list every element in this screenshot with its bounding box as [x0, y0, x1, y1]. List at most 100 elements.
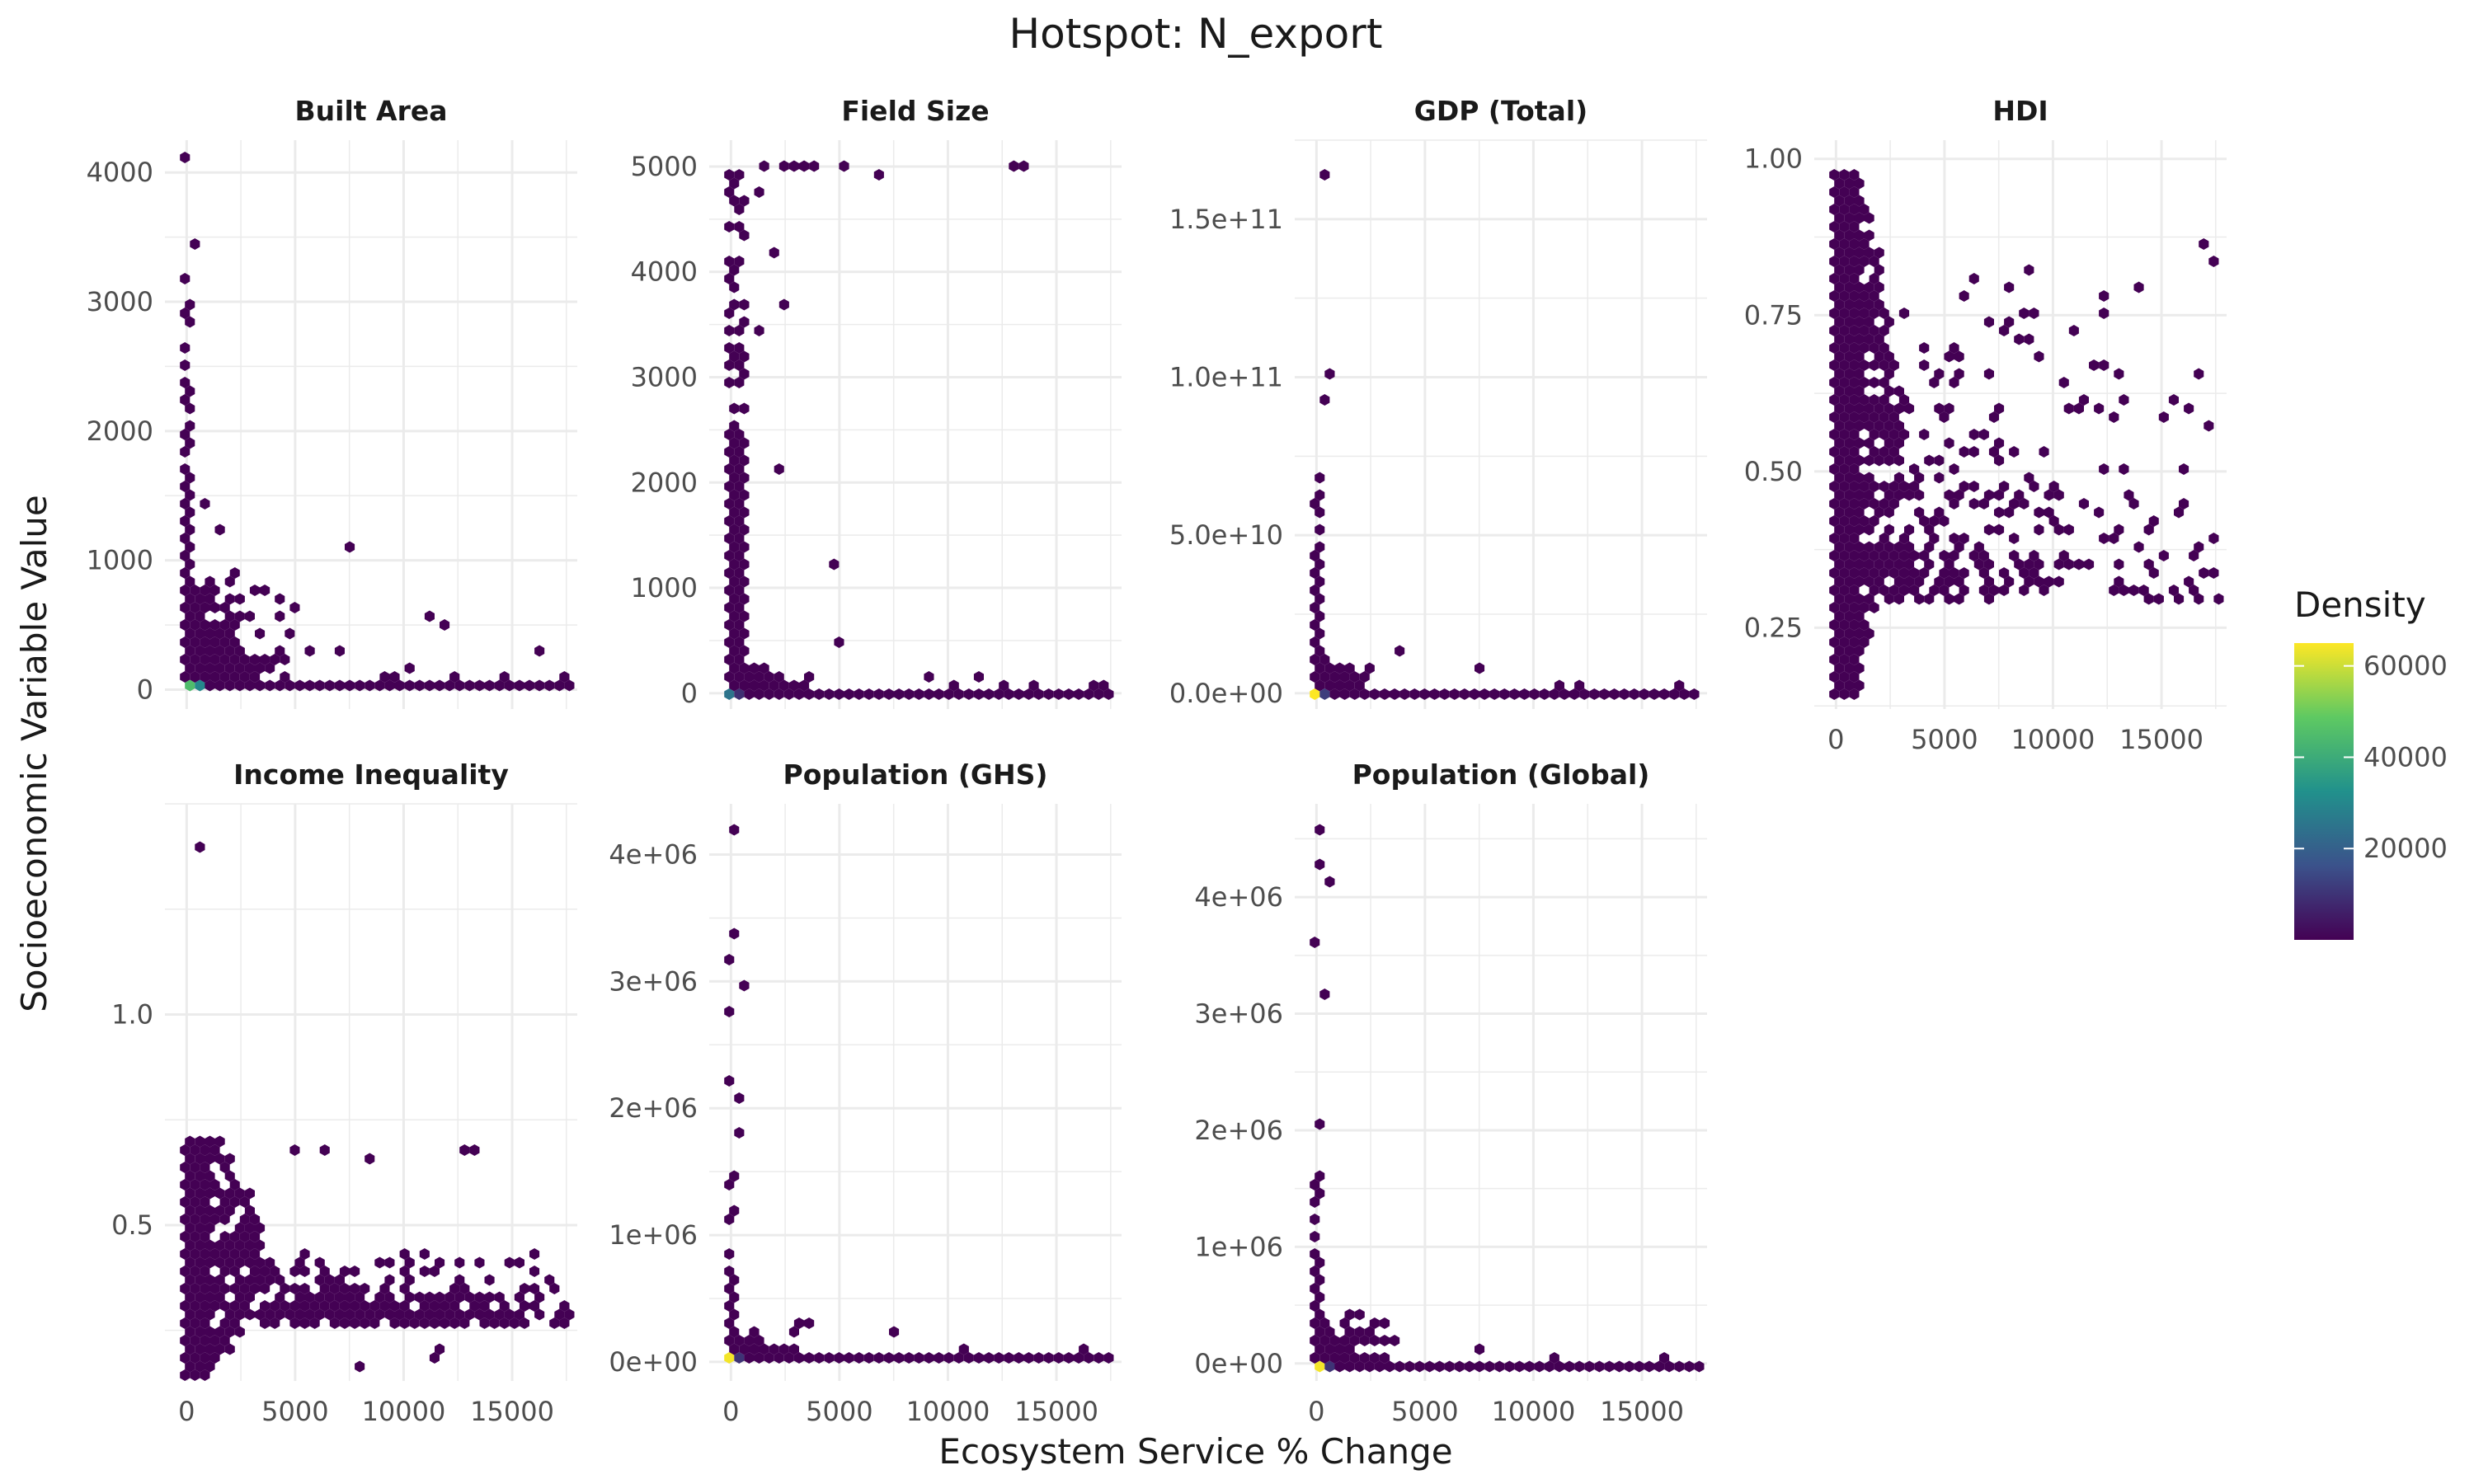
hexbin: [2014, 489, 2025, 501]
hexbin: [180, 152, 190, 163]
hexbins: [1310, 169, 1700, 700]
hexbin: [484, 1308, 495, 1321]
hexbin: [2078, 394, 2089, 406]
hexbin: [1310, 937, 1320, 948]
hexbin: [1914, 593, 1925, 605]
hexbin: [1669, 688, 1680, 700]
hexbin: [1310, 636, 1320, 648]
hexbin: [1018, 160, 1029, 172]
hexbin: [1874, 558, 1884, 571]
hexbin: [414, 1291, 425, 1303]
hexbin: [180, 671, 190, 683]
hexbin: [1854, 454, 1865, 467]
hexbin: [2024, 558, 2034, 571]
hexbin: [399, 1248, 410, 1260]
hexbin: [1829, 169, 1840, 181]
hexbin: [219, 1335, 230, 1346]
hexbin: [1844, 472, 1855, 484]
hexbin: [224, 1187, 235, 1200]
y-axis-title: Socioeconomic Variable Value: [14, 495, 54, 1012]
hexbin: [2109, 411, 2119, 423]
grid: [1295, 139, 1707, 709]
hexbin: [724, 342, 735, 354]
hexbin: [1315, 1308, 1325, 1321]
hexbin: [180, 481, 190, 492]
hexbin: [2034, 575, 2044, 588]
hexbin: [249, 1283, 261, 1294]
hexbin: [1844, 298, 1855, 311]
hexbin: [734, 602, 745, 613]
hexbin: [1968, 550, 1979, 561]
hexbin: [1859, 619, 1870, 631]
hexbin: [1844, 558, 1855, 571]
hexbin: [924, 671, 934, 683]
hexbin: [1884, 420, 1894, 432]
hexbin: [1879, 342, 1889, 354]
hexbin: [244, 1291, 255, 1303]
hexbin: [1829, 411, 1840, 423]
hexbin: [324, 1274, 335, 1286]
hexbin: [1859, 238, 1870, 250]
hexbin: [1829, 602, 1840, 613]
hexbin: [1829, 186, 1840, 198]
grid: [165, 140, 577, 709]
y-tick-label: 1e+06: [1194, 1231, 1283, 1262]
hexbin: [224, 610, 235, 622]
hexbin: [185, 1205, 195, 1217]
hexbin: [185, 1326, 195, 1338]
hexbin: [1395, 645, 1405, 657]
hexbin: [195, 841, 205, 853]
hexbin: [2148, 567, 2159, 579]
hexbin: [180, 377, 190, 388]
y-tick-label: 0.50: [1744, 456, 1803, 487]
hexbin: [1334, 1360, 1345, 1373]
hexbins: [180, 152, 575, 692]
hexbin: [1834, 420, 1845, 432]
hexbin: [739, 645, 750, 657]
hexbin: [1844, 524, 1855, 536]
hexbin: [389, 1317, 400, 1329]
hexbin: [739, 610, 750, 622]
hexbin: [1844, 281, 1855, 294]
panel-population-ghs: Population (GHS)0e+001e+062e+063e+064e+0…: [609, 758, 1122, 1427]
hexbin: [314, 1291, 325, 1303]
hexbin: [1834, 524, 1845, 536]
hexbin: [474, 1256, 485, 1269]
hexbin: [729, 454, 740, 467]
hexbin: [1484, 1360, 1495, 1373]
hexbin: [1664, 1360, 1675, 1373]
hexbin: [534, 1291, 545, 1303]
hexbin: [729, 541, 740, 553]
hexbin: [1884, 350, 1894, 363]
hexbin: [559, 1317, 570, 1329]
hexbin: [2119, 585, 2129, 596]
hexbin: [873, 688, 884, 700]
hexbin: [1319, 654, 1330, 665]
hexbin: [329, 1300, 340, 1312]
hexbin: [205, 1274, 215, 1286]
hexbin: [774, 671, 784, 683]
y-tick-label: 2000: [87, 416, 153, 447]
hexbin: [1475, 1343, 1485, 1355]
hexbin: [209, 602, 220, 613]
hexbin: [209, 636, 220, 648]
hexbin: [195, 1308, 205, 1321]
hexbin: [224, 1326, 235, 1338]
hexbin: [1849, 377, 1860, 388]
hexbin: [883, 688, 894, 700]
hexbin: [783, 688, 794, 700]
hexbin: [1004, 688, 1014, 700]
hexbin: [190, 1317, 200, 1329]
hexbin: [449, 1283, 460, 1294]
hexbin: [1395, 1360, 1405, 1373]
hexbin: [1529, 688, 1540, 700]
hexbin: [1864, 627, 1874, 640]
hexbin: [2119, 394, 2129, 406]
y-tick-label: 0.0e+00: [1169, 678, 1283, 709]
hexbin: [1944, 402, 1954, 415]
hexbin: [549, 1283, 560, 1294]
hexbin: [1829, 429, 1840, 440]
hexbin: [195, 1360, 205, 1373]
hexbin: [1999, 585, 2010, 596]
hexbin: [724, 429, 735, 440]
